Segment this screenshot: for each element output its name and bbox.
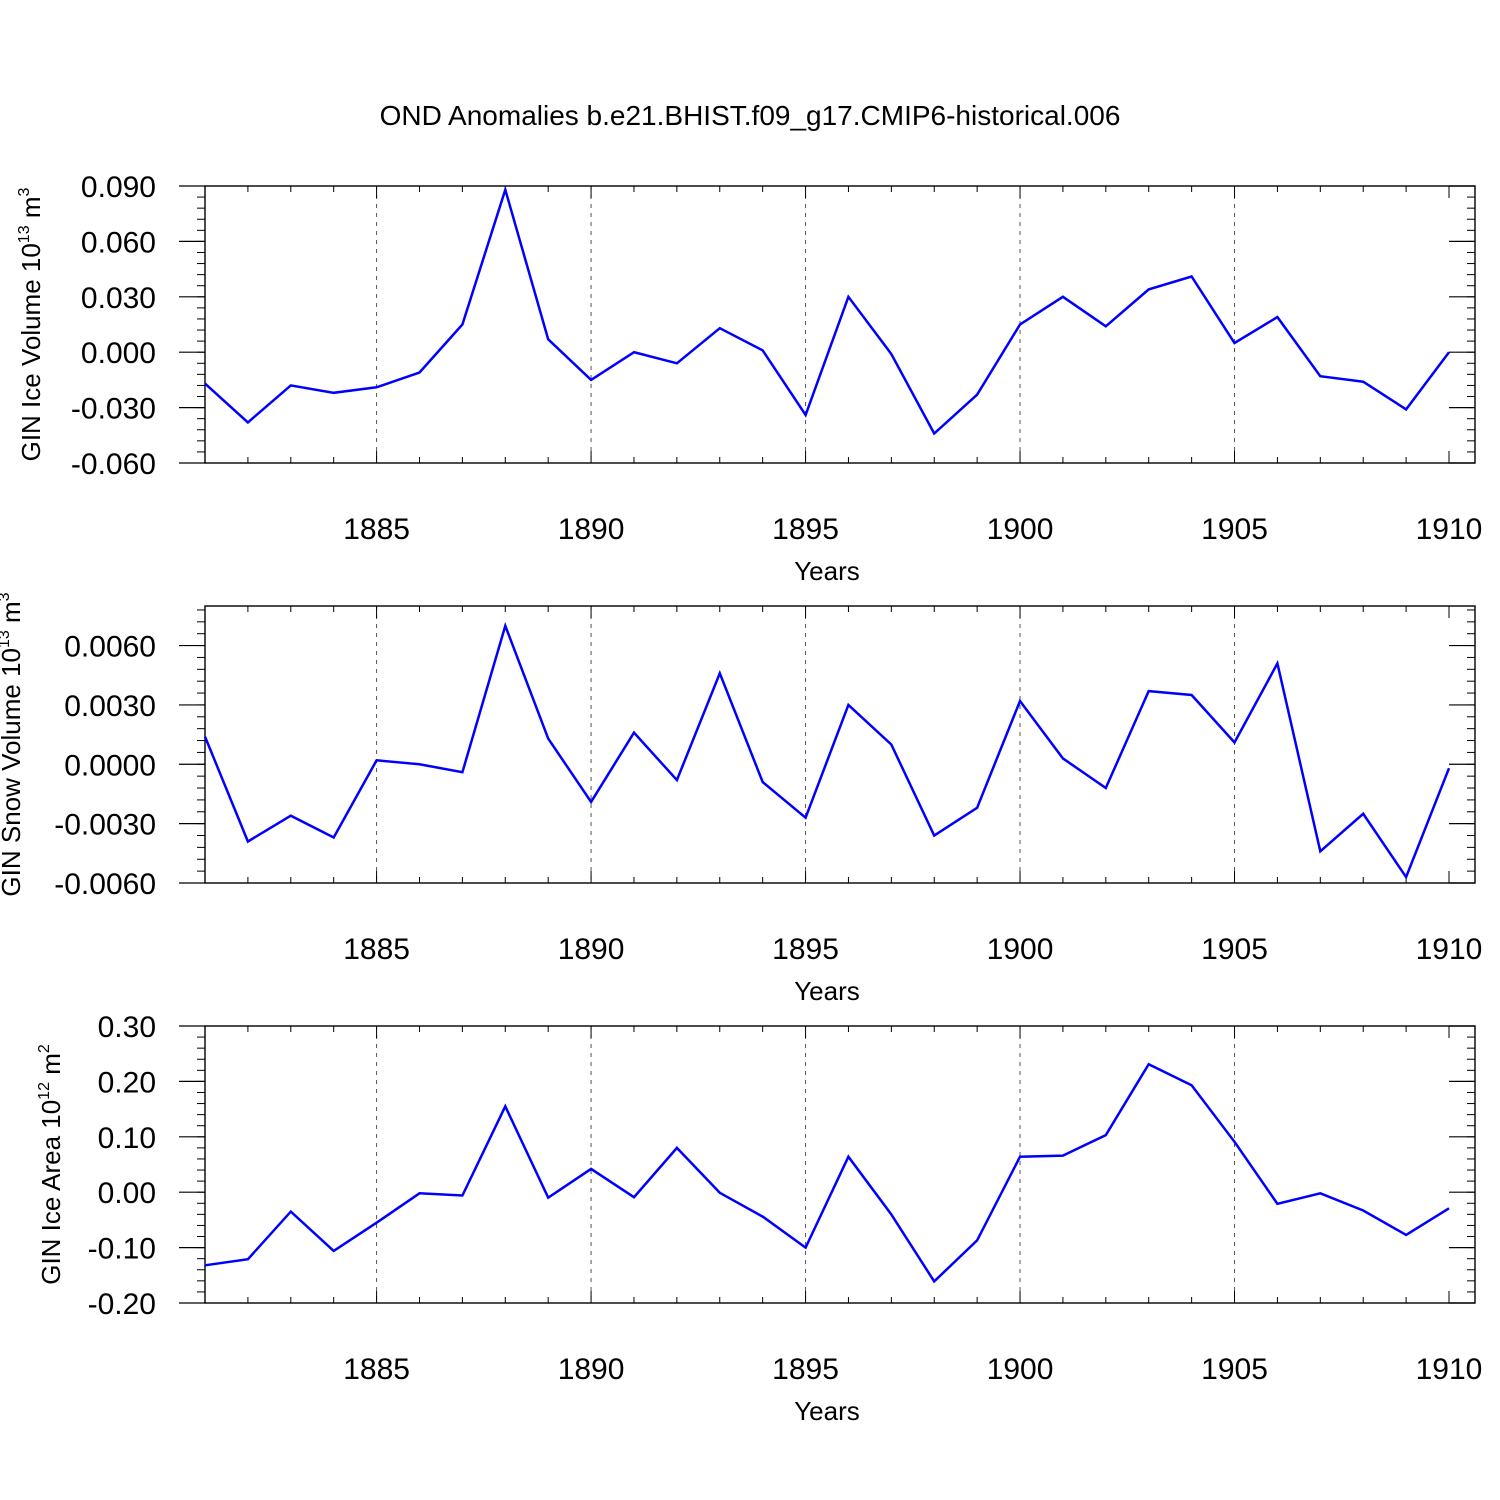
panel-1: -0.060 -0.030 0.000 0.030 0.060 0.090 1885 1890…: [16, 171, 1482, 586]
y-tick-label: 0.000: [81, 337, 156, 370]
y-tick-label: -0.10: [88, 1233, 156, 1266]
plot-frame: [204, 605, 1476, 884]
panel-3: -0.20 -0.10 0.00 0.10 0.20 0.30 1885 1890 1895 19…: [36, 1011, 1482, 1426]
y-tick-label: -0.030: [71, 393, 156, 426]
x-tick-label: 1905: [1201, 933, 1268, 966]
x-axis-title: Years: [794, 1396, 860, 1426]
y-tick-label: 0.20: [98, 1066, 156, 1099]
y-tick-label: -0.0030: [54, 809, 156, 842]
x-tick-label: 1900: [987, 933, 1054, 966]
x-axis-title: Years: [794, 976, 860, 1006]
y-axis-title: GIN Ice Volume 1013 m3: [16, 187, 46, 461]
x-tick-label: 1900: [987, 1353, 1054, 1386]
x-tick-label: 1885: [343, 933, 410, 966]
x-tick-label: 1910: [1416, 1353, 1483, 1386]
x-tick-label: 1890: [558, 513, 625, 546]
x-tick-label: 1910: [1416, 933, 1483, 966]
y-tick-label: 0.0060: [64, 631, 156, 664]
x-tick-label: 1885: [343, 1353, 410, 1386]
x-tick-label: 1890: [558, 933, 625, 966]
x-tick-label: 1890: [558, 1353, 625, 1386]
y-tick-label: -0.060: [71, 448, 156, 481]
x-tick-label: 1910: [1416, 513, 1483, 546]
panel-2: -0.0060 -0.0030 0.0000 0.0030 0.0060 1885 1890…: [0, 592, 1482, 1006]
x-tick-label: 1895: [772, 933, 839, 966]
plot-frame: [204, 1025, 1476, 1304]
plot-frame: [204, 185, 1476, 464]
x-axis-title: Years: [794, 556, 860, 586]
y-tick-label: 0.0000: [64, 749, 156, 782]
y-tick-label: 0.0030: [64, 690, 156, 723]
y-tick-label: -0.0060: [54, 868, 156, 901]
x-tick-label: 1885: [343, 513, 410, 546]
y-tick-label: 0.090: [81, 171, 156, 204]
x-tick-label: 1905: [1201, 1353, 1268, 1386]
y-tick-label: 0.30: [98, 1011, 156, 1044]
x-tick-label: 1895: [772, 513, 839, 546]
y-axis-title: GIN Ice Area 1012 m2: [36, 1044, 66, 1285]
series-line: [204, 185, 1450, 436]
series-line: [203, 621, 1451, 880]
y-tick-label: 0.060: [81, 226, 156, 259]
y-axis-title: GIN Snow Volume 1013 m3: [0, 592, 26, 896]
x-tick-label: 1895: [772, 1353, 839, 1386]
figure-title: OND Anomalies b.e21.BHIST.f09_g17.CMIP6-…: [380, 100, 1121, 131]
x-tick-label: 1905: [1201, 513, 1268, 546]
x-tick-label: 1900: [987, 513, 1054, 546]
y-tick-label: 0.10: [98, 1122, 156, 1155]
y-tick-label: -0.20: [88, 1288, 156, 1321]
y-tick-label: 0.030: [81, 282, 156, 315]
series-line: [204, 1062, 1450, 1284]
y-tick-label: 0.00: [98, 1177, 156, 1210]
